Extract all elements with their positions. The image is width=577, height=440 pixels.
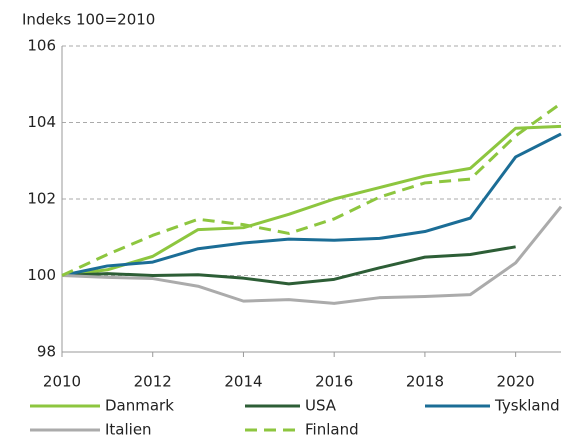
x-tick-label: 2016: [315, 373, 353, 391]
legend-label: Tyskland: [494, 397, 560, 415]
y-tick-label: 104: [27, 113, 56, 131]
y-tick-label: 102: [27, 190, 56, 208]
y-axis-label: Indeks 100=2010: [22, 11, 155, 29]
line-series: [61, 245, 516, 286]
x-tick-label: 2014: [224, 373, 262, 391]
line-series: [61, 124, 562, 277]
legend-label: Danmark: [105, 397, 174, 415]
legend-label: USA: [305, 397, 337, 415]
y-tick-label: 106: [27, 37, 56, 55]
x-tick-label: 2018: [406, 373, 444, 391]
y-tick-label: 98: [37, 343, 56, 361]
legend-label: Italien: [105, 421, 152, 439]
line-series: [61, 102, 562, 277]
x-tick-label: 2010: [43, 373, 81, 391]
line-series: [61, 205, 563, 305]
y-tick-label: 100: [27, 266, 56, 284]
x-tick-label: 2012: [134, 373, 172, 391]
x-tick-label: 2020: [497, 373, 535, 391]
line-series: [61, 132, 562, 277]
legend-label: Finland: [305, 421, 359, 439]
